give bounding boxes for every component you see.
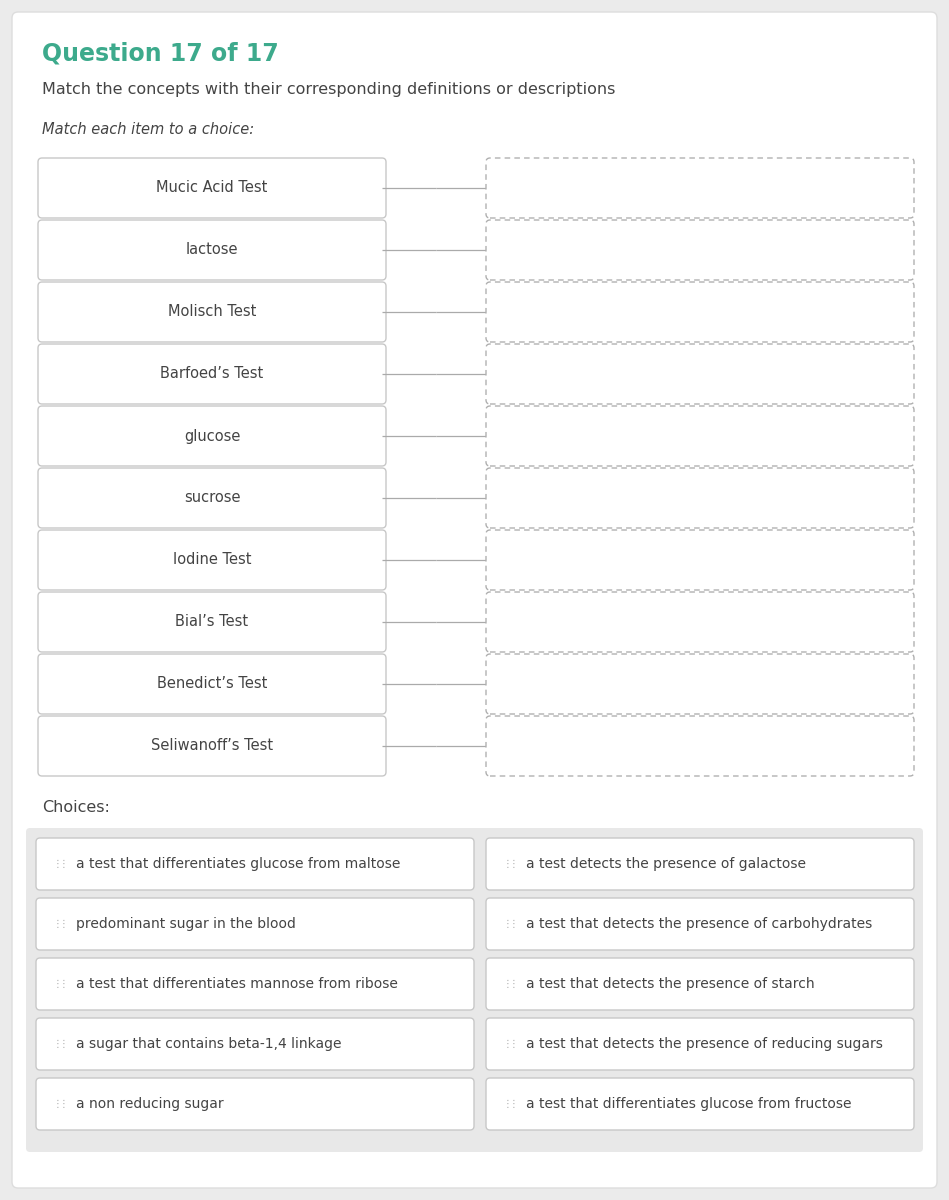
Text: a test that differentiates glucose from maltose: a test that differentiates glucose from … (76, 857, 400, 871)
Text: ⋮: ⋮ (53, 859, 63, 869)
FancyBboxPatch shape (486, 530, 914, 590)
FancyBboxPatch shape (26, 828, 923, 1152)
FancyBboxPatch shape (38, 220, 386, 280)
Text: ⋮: ⋮ (53, 1099, 63, 1109)
FancyBboxPatch shape (38, 654, 386, 714)
Text: ⋮: ⋮ (503, 919, 512, 929)
FancyBboxPatch shape (38, 468, 386, 528)
Text: Benedict’s Test: Benedict’s Test (157, 677, 268, 691)
Text: ⋮: ⋮ (503, 859, 512, 869)
FancyBboxPatch shape (486, 220, 914, 280)
Text: a test that detects the presence of carbohydrates: a test that detects the presence of carb… (526, 917, 872, 931)
Text: ⋮: ⋮ (509, 919, 519, 929)
Text: a test that differentiates mannose from ribose: a test that differentiates mannose from … (76, 977, 398, 991)
FancyBboxPatch shape (486, 838, 914, 890)
Text: ⋮: ⋮ (53, 1039, 63, 1049)
Text: a sugar that contains beta-1,4 linkage: a sugar that contains beta-1,4 linkage (76, 1037, 342, 1051)
FancyBboxPatch shape (36, 1018, 474, 1070)
FancyBboxPatch shape (486, 158, 914, 218)
FancyBboxPatch shape (486, 716, 914, 776)
Text: ⋮: ⋮ (503, 1099, 512, 1109)
Text: a test that differentiates glucose from fructose: a test that differentiates glucose from … (526, 1097, 851, 1111)
FancyBboxPatch shape (38, 592, 386, 652)
FancyBboxPatch shape (38, 716, 386, 776)
Text: ⋮: ⋮ (509, 1039, 519, 1049)
Text: ⋮: ⋮ (503, 1039, 512, 1049)
Text: Match the concepts with their corresponding definitions or descriptions: Match the concepts with their correspond… (42, 82, 615, 97)
Text: ⋮: ⋮ (59, 1039, 69, 1049)
Text: Choices:: Choices: (42, 800, 110, 815)
Text: lactose: lactose (186, 242, 238, 258)
FancyBboxPatch shape (486, 654, 914, 714)
FancyBboxPatch shape (486, 1018, 914, 1070)
Text: ⋮: ⋮ (509, 859, 519, 869)
FancyBboxPatch shape (486, 958, 914, 1010)
Text: a non reducing sugar: a non reducing sugar (76, 1097, 224, 1111)
FancyBboxPatch shape (36, 958, 474, 1010)
FancyBboxPatch shape (486, 406, 914, 466)
Text: ⋮: ⋮ (509, 979, 519, 989)
Text: ⋮: ⋮ (59, 919, 69, 929)
Text: a test detects the presence of galactose: a test detects the presence of galactose (526, 857, 806, 871)
FancyBboxPatch shape (486, 898, 914, 950)
FancyBboxPatch shape (38, 282, 386, 342)
Text: Iodine Test: Iodine Test (173, 552, 251, 568)
FancyBboxPatch shape (486, 1078, 914, 1130)
Text: predominant sugar in the blood: predominant sugar in the blood (76, 917, 296, 931)
FancyBboxPatch shape (38, 158, 386, 218)
FancyBboxPatch shape (36, 898, 474, 950)
Text: Question 17 of 17: Question 17 of 17 (42, 42, 279, 66)
Text: ⋮: ⋮ (59, 859, 69, 869)
FancyBboxPatch shape (38, 530, 386, 590)
Text: sucrose: sucrose (184, 491, 240, 505)
Text: ⋮: ⋮ (503, 979, 512, 989)
Text: ⋮: ⋮ (53, 919, 63, 929)
Text: ⋮: ⋮ (59, 1099, 69, 1109)
FancyBboxPatch shape (486, 592, 914, 652)
Text: Bial’s Test: Bial’s Test (176, 614, 249, 630)
FancyBboxPatch shape (36, 838, 474, 890)
Text: a test that detects the presence of starch: a test that detects the presence of star… (526, 977, 814, 991)
FancyBboxPatch shape (486, 282, 914, 342)
FancyBboxPatch shape (486, 344, 914, 404)
Text: ⋮: ⋮ (509, 1099, 519, 1109)
Text: Mucic Acid Test: Mucic Acid Test (157, 180, 268, 196)
Text: Seliwanoff’s Test: Seliwanoff’s Test (151, 738, 273, 754)
Text: glucose: glucose (184, 428, 240, 444)
Text: a test that detects the presence of reducing sugars: a test that detects the presence of redu… (526, 1037, 883, 1051)
FancyBboxPatch shape (38, 406, 386, 466)
FancyBboxPatch shape (12, 12, 937, 1188)
Text: Match each item to a choice:: Match each item to a choice: (42, 122, 254, 137)
Text: ⋮: ⋮ (53, 979, 63, 989)
Text: Molisch Test: Molisch Test (168, 305, 256, 319)
FancyBboxPatch shape (38, 344, 386, 404)
FancyBboxPatch shape (486, 468, 914, 528)
Text: Barfoed’s Test: Barfoed’s Test (160, 366, 264, 382)
FancyBboxPatch shape (36, 1078, 474, 1130)
Text: ⋮: ⋮ (59, 979, 69, 989)
